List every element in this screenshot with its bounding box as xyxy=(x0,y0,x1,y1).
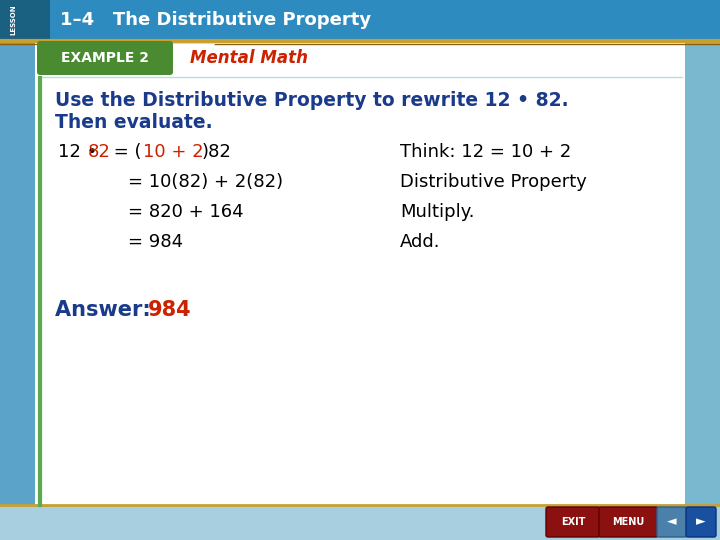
Text: Think: 12 = 10 + 2: Think: 12 = 10 + 2 xyxy=(400,143,571,161)
Text: = 10(82) + 2(82): = 10(82) + 2(82) xyxy=(128,173,283,191)
Text: 82: 82 xyxy=(88,143,111,161)
Text: Mental Math: Mental Math xyxy=(190,49,308,67)
Text: MENU: MENU xyxy=(612,517,644,527)
Text: = 820 + 164: = 820 + 164 xyxy=(128,203,243,221)
Text: 10 + 2: 10 + 2 xyxy=(143,143,204,161)
Text: )82: )82 xyxy=(202,143,232,161)
Text: Add.: Add. xyxy=(400,233,441,251)
Text: ►: ► xyxy=(696,516,706,529)
Text: Use the Distributive Property to rewrite 12 • 82.: Use the Distributive Property to rewrite… xyxy=(55,91,569,110)
FancyBboxPatch shape xyxy=(0,43,35,505)
FancyBboxPatch shape xyxy=(599,507,658,537)
FancyBboxPatch shape xyxy=(657,507,687,537)
Text: 1–4   The Distributive Property: 1–4 The Distributive Property xyxy=(60,11,371,29)
Text: Multiply.: Multiply. xyxy=(400,203,474,221)
Text: = (: = ( xyxy=(108,143,142,161)
FancyBboxPatch shape xyxy=(0,505,720,540)
Text: 984: 984 xyxy=(148,300,192,320)
FancyBboxPatch shape xyxy=(0,0,720,40)
Text: EXAMPLE 2: EXAMPLE 2 xyxy=(61,51,149,65)
Text: Answer:: Answer: xyxy=(55,300,158,320)
FancyBboxPatch shape xyxy=(546,507,600,537)
Text: ◄: ◄ xyxy=(667,516,677,529)
Text: = 984: = 984 xyxy=(128,233,183,251)
Text: 12 •: 12 • xyxy=(58,143,103,161)
Polygon shape xyxy=(170,44,215,76)
FancyBboxPatch shape xyxy=(0,0,50,40)
FancyBboxPatch shape xyxy=(37,41,173,75)
FancyBboxPatch shape xyxy=(685,43,720,505)
FancyBboxPatch shape xyxy=(35,43,685,505)
Text: Distributive Property: Distributive Property xyxy=(400,173,587,191)
FancyBboxPatch shape xyxy=(686,507,716,537)
Text: Then evaluate.: Then evaluate. xyxy=(55,112,212,132)
Text: LESSON: LESSON xyxy=(10,5,16,35)
Text: EXIT: EXIT xyxy=(561,517,585,527)
